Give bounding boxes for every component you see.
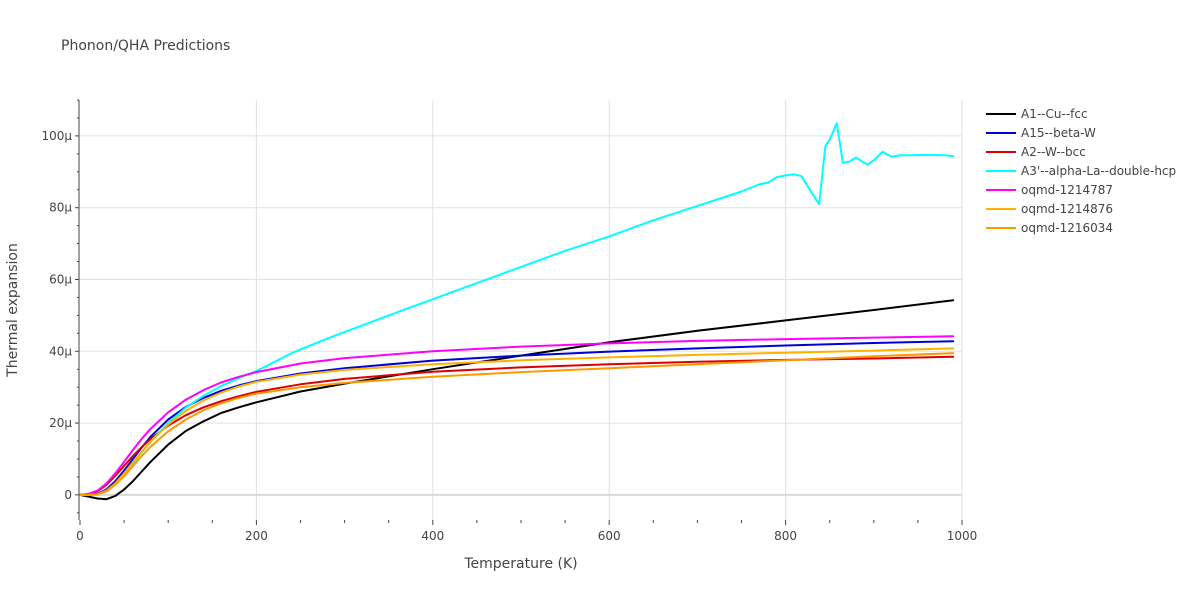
x-tick-label: 600 [598,529,621,543]
x-tick-label: 0 [76,529,84,543]
series-line-oqmd-1214876[interactable] [79,347,955,496]
legend-item[interactable]: A15--beta-W [986,126,1096,140]
series-line-a3-alpha-la-double-hcp[interactable] [79,122,955,496]
y-tick-label: 0 [64,488,72,502]
y-tick-label: 20μ [49,416,72,430]
x-tick-label: 400 [421,529,444,543]
legend-item[interactable]: oqmd-1216034 [986,221,1113,235]
y-tick-label: 60μ [49,272,72,286]
y-axis-ticks: 0 20μ 40μ 60μ 80μ 100μ [41,99,79,514]
x-tick-label: 200 [245,529,268,543]
legend[interactable]: A1--Cu--fcc A15--beta-W A2--W--bcc A3'--alp… [986,107,1176,235]
series-line-a15-beta-w[interactable] [79,340,955,496]
legend-label: A2--W--bcc [1021,145,1086,159]
series-line-a2-w-bcc[interactable] [79,355,955,496]
y-tick-label: 100μ [41,129,72,143]
series-line-oqmd-1214787[interactable] [79,335,955,496]
legend-label: oqmd-1214876 [1021,202,1113,216]
legend-item[interactable]: A1--Cu--fcc [986,107,1088,121]
x-axis-title: Temperature (K) [463,556,577,572]
y-tick-label: 40μ [49,344,72,358]
legend-label: A3'--alpha-La--double-hcp [1021,164,1176,178]
legend-item[interactable]: oqmd-1214876 [986,202,1113,216]
series-line-oqmd-1216034[interactable] [79,352,955,496]
x-tick-label: 1000 [947,529,978,543]
series-line-a1-cu-fcc[interactable] [79,299,955,501]
x-tick-label: 800 [774,529,797,543]
plot-area[interactable] [79,122,955,501]
legend-label: A15--beta-W [1021,126,1096,140]
legend-item[interactable]: oqmd-1214787 [986,183,1113,197]
grid-lines [80,100,963,520]
legend-item[interactable]: A3'--alpha-La--double-hcp [986,164,1176,178]
legend-label: oqmd-1214787 [1021,183,1113,197]
y-axis-title: Thermal expansion [5,243,21,378]
legend-label: A1--Cu--fcc [1021,107,1088,121]
chart-title: Phonon/QHA Predictions [61,38,230,54]
legend-label: oqmd-1216034 [1021,221,1113,235]
y-tick-label: 80μ [49,201,72,215]
x-axis-ticks: 0 200 400 600 800 1000 [76,520,977,543]
legend-item[interactable]: A2--W--bcc [986,145,1086,159]
